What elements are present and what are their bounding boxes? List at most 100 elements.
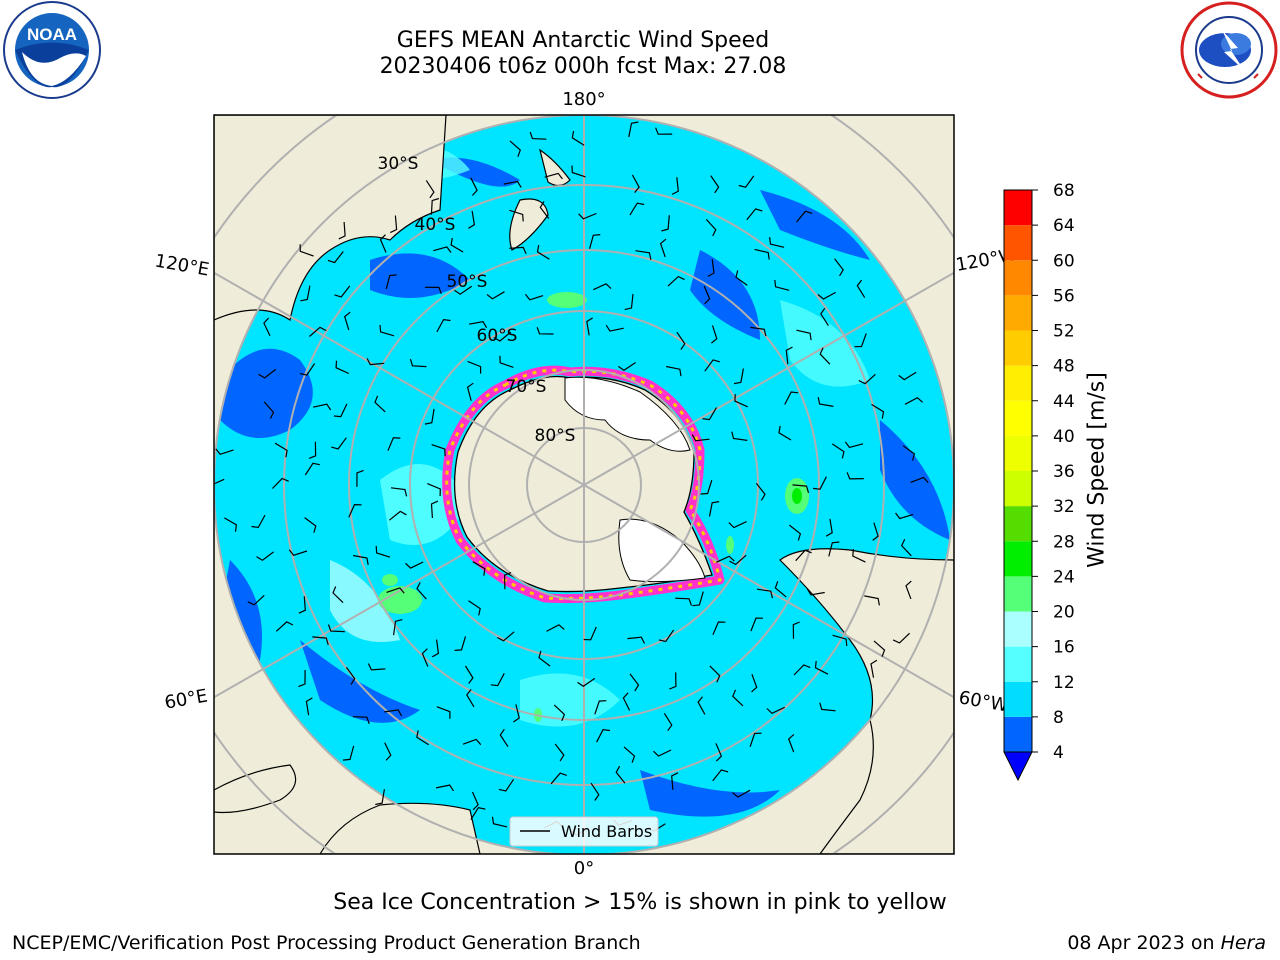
map-frame	[213, 114, 955, 855]
wind-barb	[224, 517, 238, 532]
wind-barb	[390, 487, 408, 497]
ronne-ice-shelf	[618, 518, 706, 583]
wind-barbs	[214, 121, 929, 836]
wind-barb	[513, 704, 520, 723]
colorbar-segment	[1004, 295, 1032, 331]
wind-barb	[509, 209, 524, 222]
wind-barb	[756, 588, 773, 599]
colorbar-tick-label: 40	[1053, 427, 1075, 447]
wind-barb	[288, 549, 308, 556]
wind-barb	[352, 716, 370, 724]
wind-barb	[671, 177, 679, 195]
wind-barb	[905, 580, 912, 600]
wind-barb	[366, 358, 385, 366]
wind-barb	[622, 692, 631, 711]
meridian-lines	[214, 115, 954, 854]
colorbar-segment	[1004, 611, 1032, 647]
wind-barb	[605, 324, 624, 332]
wind-barb	[472, 561, 486, 576]
map-panel: 30°S 40°S 50°S 60°S 70°S 80°S Wind Barbs	[214, 115, 954, 854]
wind-barb	[732, 789, 751, 798]
wind-barb	[416, 730, 429, 746]
wind-barb	[872, 522, 879, 541]
wind-barb	[577, 677, 596, 688]
wind-barb	[820, 307, 829, 326]
wind-barb	[667, 275, 685, 287]
wind-barb	[676, 331, 686, 350]
wind-barb	[892, 632, 911, 644]
wind-barb	[729, 554, 747, 566]
colorbar-segment	[1004, 681, 1032, 717]
wind-barb	[466, 382, 474, 401]
sea-ice-edge-inner	[445, 368, 722, 601]
wind-barb	[704, 359, 720, 372]
wind-barb	[298, 669, 306, 688]
colorbar-tick-label: 48	[1053, 357, 1075, 377]
wind-barb	[466, 689, 475, 708]
wind-barb	[334, 285, 351, 298]
wind-barb	[499, 728, 509, 748]
colorbar-tick-label: 64	[1053, 216, 1075, 236]
wind-barb	[825, 518, 833, 537]
wind-barb	[659, 238, 667, 258]
wind-barb	[832, 634, 848, 647]
wind-barb	[554, 743, 565, 762]
wind-barb	[327, 624, 345, 633]
wind-barb	[700, 480, 713, 495]
wind-barb	[746, 208, 763, 221]
wind-barb	[778, 425, 792, 441]
wind-barb	[544, 172, 563, 180]
wind-barb	[806, 588, 825, 596]
lon-label-60e: 60°E	[163, 685, 209, 713]
wind-barb	[594, 700, 607, 715]
wind-barb	[425, 180, 435, 199]
wind-barb	[524, 293, 544, 301]
wind-barb	[327, 251, 344, 264]
wind-barb	[390, 215, 398, 234]
wind-barb	[856, 279, 866, 298]
legend: Wind Barbs	[509, 816, 659, 847]
wind-barb	[553, 704, 566, 722]
wind-barb	[578, 212, 597, 220]
wind-barb	[796, 210, 813, 223]
wind-barb	[705, 218, 717, 237]
wind-barb	[503, 571, 512, 590]
new-zealand-coastline	[509, 148, 571, 251]
wind-barb	[493, 331, 512, 342]
wind-barb	[433, 246, 452, 253]
wind-barb	[467, 360, 482, 374]
wind-barb	[846, 472, 864, 480]
wind-barb	[870, 659, 878, 678]
wind-barb	[787, 733, 795, 753]
wind-barb	[509, 140, 522, 157]
wind-barb	[755, 482, 766, 501]
wind-barb	[732, 689, 744, 707]
colorbar-segment	[1004, 471, 1032, 507]
wind-barb	[550, 772, 567, 785]
wind-barb	[389, 510, 407, 521]
wind-barb	[332, 586, 344, 604]
colorbar-tick-label: 4	[1053, 743, 1064, 763]
wind-barb	[375, 789, 385, 806]
wind-barb	[491, 816, 508, 828]
lat-label-70s: 70°S	[506, 377, 547, 397]
wind-barb	[215, 448, 234, 455]
wind-barb	[263, 401, 275, 419]
wind-barb	[416, 582, 427, 600]
wind-barb	[509, 246, 527, 255]
colorbar-segment	[1004, 646, 1032, 682]
wind-barb	[583, 626, 597, 641]
wind-barb	[497, 631, 515, 642]
wind-barb	[766, 706, 785, 715]
wind-barb	[331, 437, 347, 450]
wind-barb	[247, 594, 265, 606]
colorbar-segment	[1004, 365, 1032, 401]
chart-title: GEFS MEAN Antarctic Wind Speed	[396, 28, 770, 53]
wind-barb	[409, 358, 427, 368]
lat-label-60s: 60°S	[477, 326, 518, 346]
wind-barb	[819, 347, 831, 365]
wind-barb	[436, 706, 451, 719]
wind-barb	[703, 285, 711, 305]
wind-barb	[298, 596, 306, 614]
wind-barb	[873, 640, 886, 657]
